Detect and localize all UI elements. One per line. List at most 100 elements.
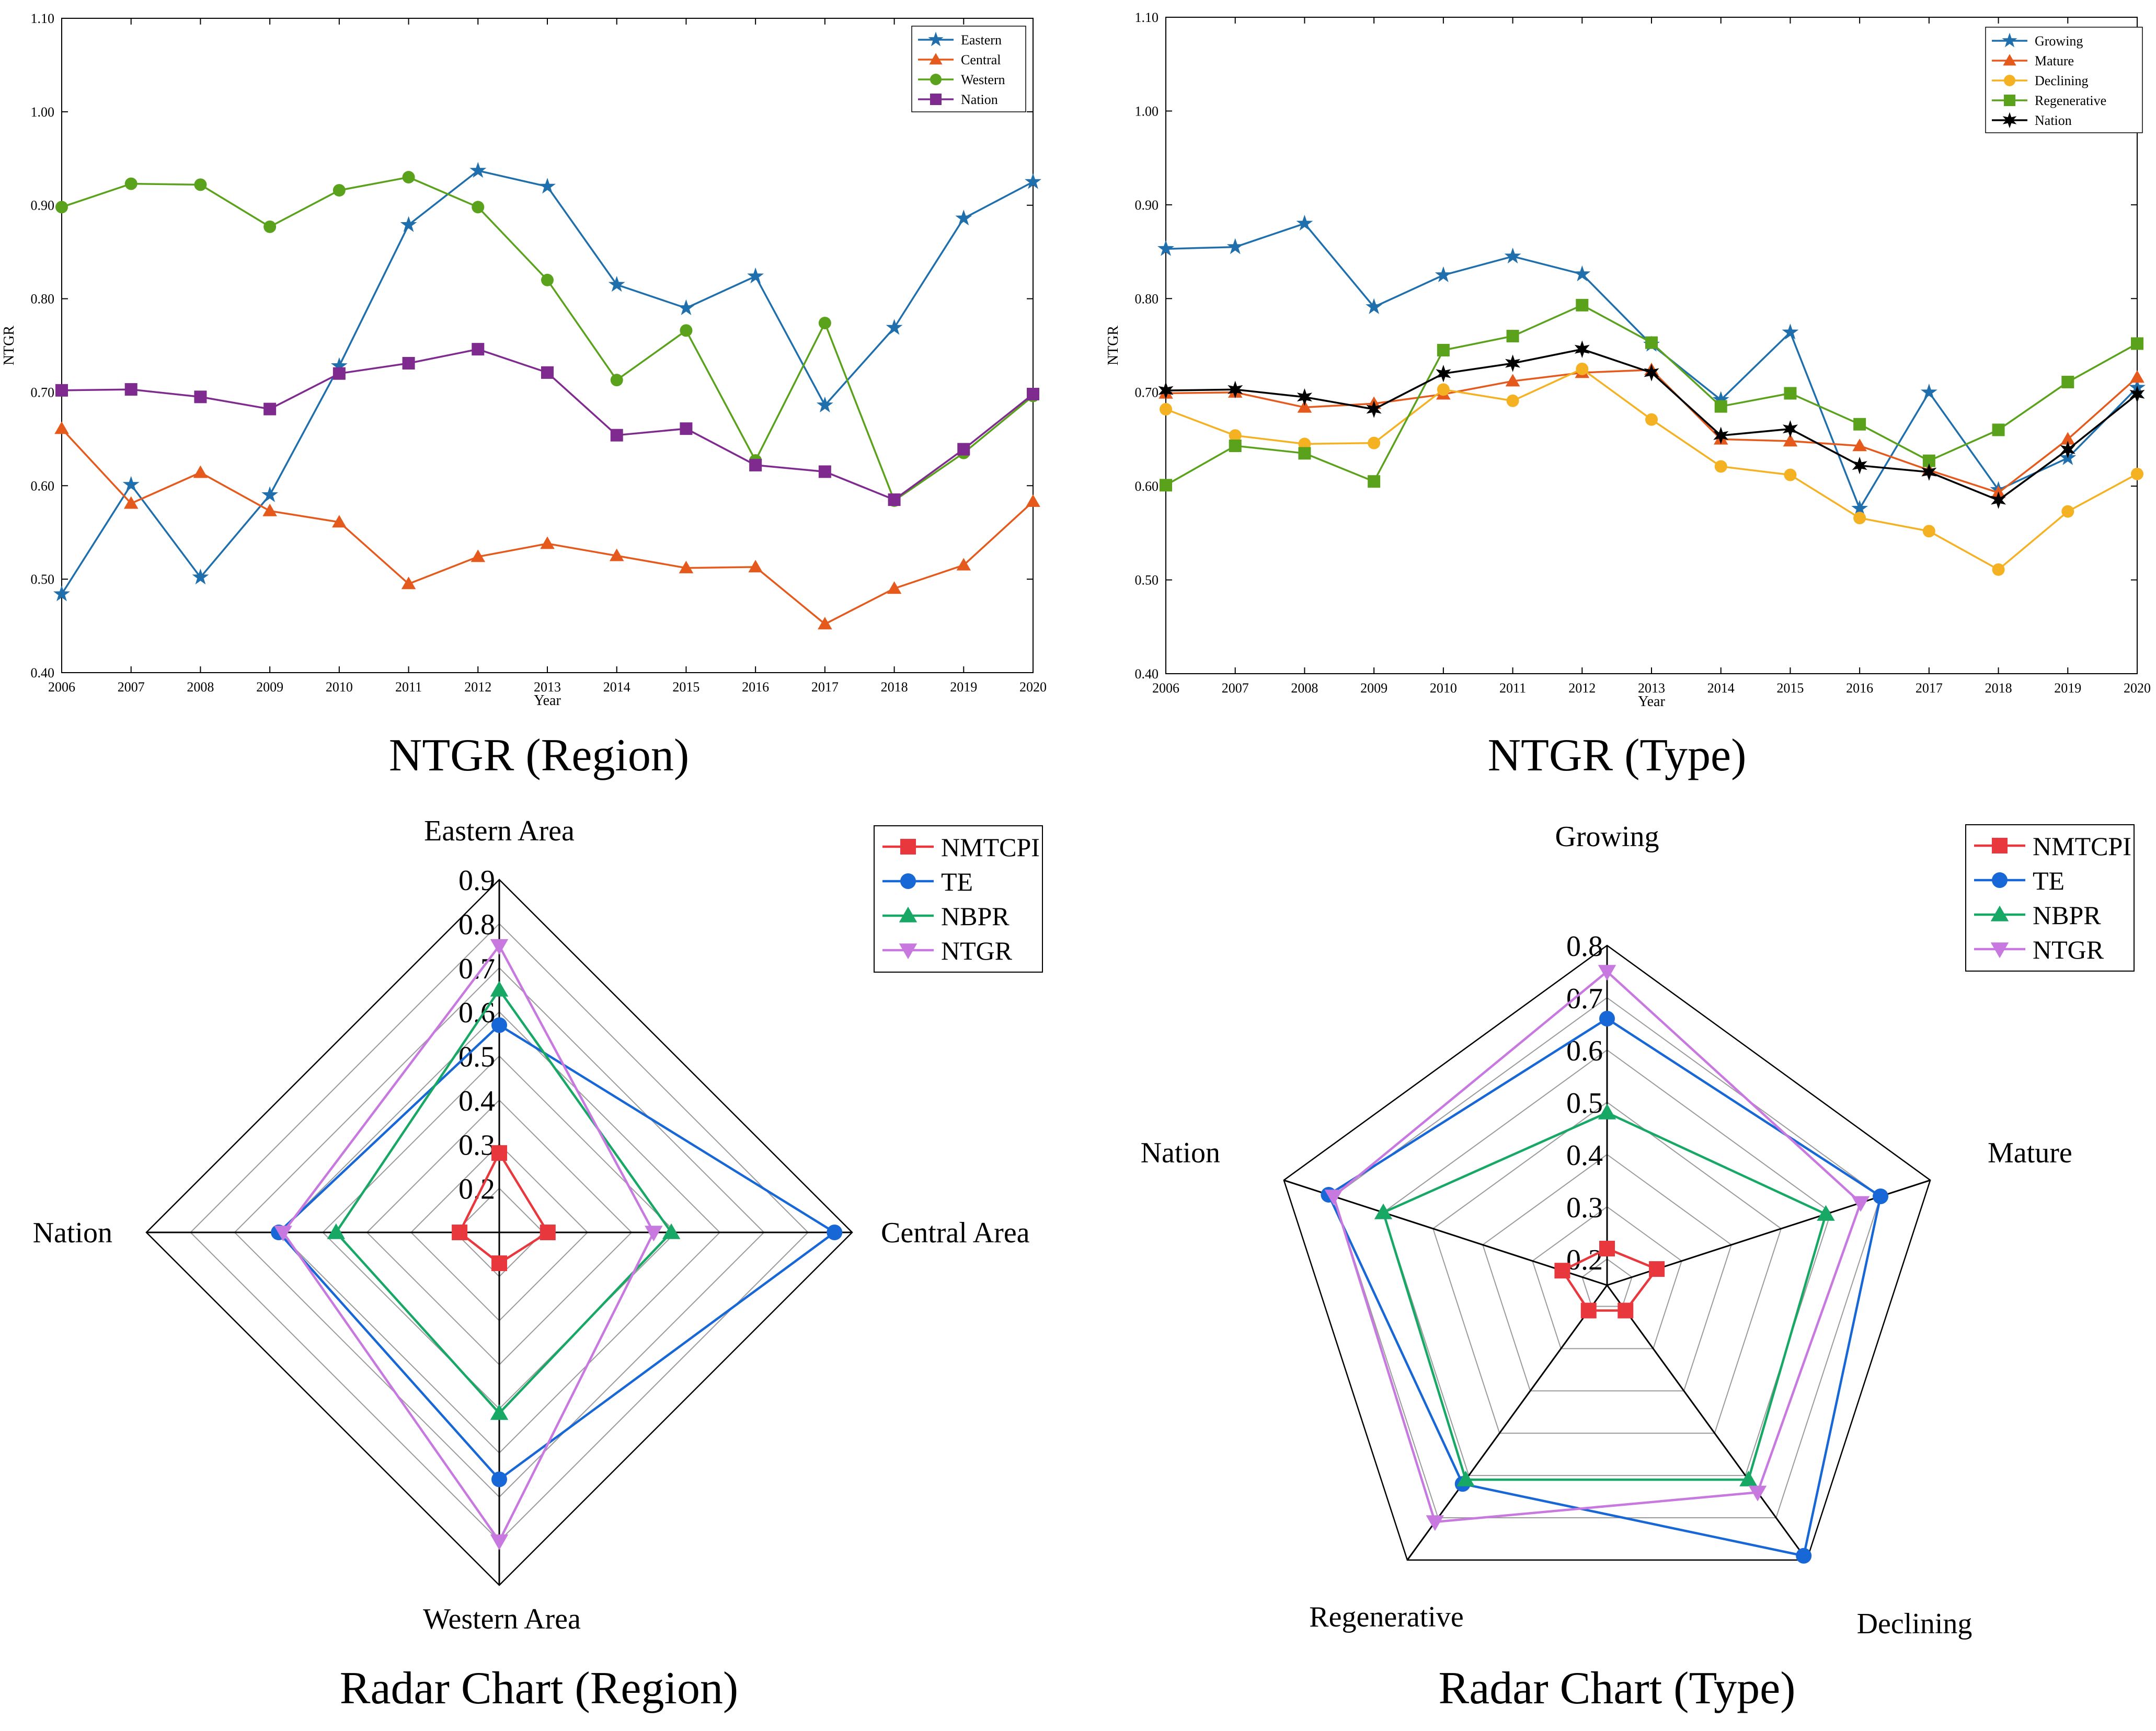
radar-point xyxy=(491,1145,507,1161)
series-nation xyxy=(1158,340,2145,509)
legend-marker xyxy=(2004,95,2015,106)
radar-tick-label: 0.7 xyxy=(1566,983,1603,1015)
data-point xyxy=(1366,298,1383,314)
radar-tick-label: 0.4 xyxy=(458,1085,495,1117)
y-tick-label: 0.80 xyxy=(31,292,55,307)
data-point xyxy=(469,161,487,178)
x-axis-label: Year xyxy=(534,693,561,709)
data-point xyxy=(818,465,831,478)
data-point xyxy=(332,184,346,197)
radar-point xyxy=(491,1017,507,1033)
data-point xyxy=(263,402,277,416)
data-point xyxy=(748,560,763,573)
data-point xyxy=(55,384,68,397)
data-point xyxy=(192,568,209,585)
data-point xyxy=(401,576,416,590)
legend-marker xyxy=(900,839,916,855)
x-tick-label: 2020 xyxy=(1019,679,1047,695)
radar-point xyxy=(452,1225,468,1240)
data-point xyxy=(1645,413,1658,426)
data-point xyxy=(2130,370,2144,383)
data-point xyxy=(2061,375,2074,388)
data-point xyxy=(816,396,833,413)
x-tick-label: 2015 xyxy=(672,679,699,695)
legend-label: Mature xyxy=(2035,53,2074,68)
data-point xyxy=(1505,354,1521,372)
radar-series-line xyxy=(1327,1017,1882,1557)
x-tick-label: 2007 xyxy=(118,679,145,695)
data-point xyxy=(122,476,140,492)
data-point xyxy=(472,343,485,356)
data-point xyxy=(1368,436,1381,449)
series-line-central xyxy=(61,428,1034,626)
data-point xyxy=(1229,429,1242,442)
radar-series-nmtcpi xyxy=(452,1145,556,1272)
chart-radar-type: 0.2 0.3 0.4 0.5 0.6 0.7 0.8 Growing Mature Declin… xyxy=(1078,805,2156,1731)
chart-ntgr-region: 0.40 0.50 0.60 0.70 0.80 0.90 1.00 1.10 2006 2007… xyxy=(0,0,1078,866)
data-point xyxy=(193,465,208,478)
data-point xyxy=(1229,439,1242,452)
legend-marker xyxy=(1992,872,2008,888)
series-line-regenerative xyxy=(1165,304,2138,486)
x-tick-label: 2009 xyxy=(256,679,283,695)
legend-label: TE xyxy=(941,867,973,896)
radar-point xyxy=(1599,1241,1615,1256)
data-point xyxy=(53,585,70,602)
data-point xyxy=(1576,362,1589,375)
series-declining xyxy=(1160,362,2143,576)
legend-marker xyxy=(1990,942,2009,959)
radar-point xyxy=(490,1404,509,1420)
series-line-mature xyxy=(1165,368,2138,494)
data-point xyxy=(54,421,69,434)
radar-series-ntgr xyxy=(1324,965,1870,1531)
data-point xyxy=(1853,512,1866,525)
y-tick-label: 0.50 xyxy=(1135,573,1159,588)
data-point xyxy=(1158,382,1174,399)
radar-point xyxy=(662,1223,681,1239)
data-point xyxy=(1922,525,1935,538)
data-point xyxy=(1160,479,1172,492)
legend-label: Eastern xyxy=(961,32,1002,48)
legend-marker xyxy=(2002,32,2017,48)
data-point xyxy=(2061,505,2074,518)
ntgr-type-plot: 0.40 0.50 0.60 0.70 0.80 0.90 1.00 1.10 2006 2007… xyxy=(1105,10,2151,710)
radar-axis-label: Mature xyxy=(1988,1137,2072,1169)
radar-grid-ring xyxy=(1482,1153,1732,1392)
radar-point xyxy=(827,1225,843,1240)
y-tick-label: 0.60 xyxy=(1135,479,1159,494)
x-tick-label: 2013 xyxy=(534,679,561,695)
data-point xyxy=(263,220,277,233)
x-tick-label: 2008 xyxy=(1291,680,1318,696)
data-point xyxy=(886,319,903,335)
axes: 0.40 0.50 0.60 0.70 0.80 0.90 1.00 1.10 2006 2007… xyxy=(1105,10,2151,710)
legend-marker xyxy=(2003,54,2016,66)
radar-axis-label: Western Area xyxy=(423,1603,581,1635)
y-tick-label: 1.10 xyxy=(31,11,55,26)
radar-grid-ring xyxy=(1581,1258,1633,1307)
data-point xyxy=(124,383,137,396)
data-point xyxy=(2129,385,2145,403)
x-tick-label: 2010 xyxy=(326,679,353,695)
data-point xyxy=(610,374,623,387)
radar-axis-label: Eastern Area xyxy=(424,815,575,847)
data-point xyxy=(1506,330,1519,343)
series-line-western xyxy=(61,176,1034,502)
legend-marker xyxy=(2002,112,2017,129)
data-point xyxy=(194,390,207,403)
data-point xyxy=(1368,475,1381,488)
data-point xyxy=(1574,340,1590,358)
data-point xyxy=(1157,240,1174,256)
y-tick-label: 0.70 xyxy=(31,385,55,400)
legend-label: Nation xyxy=(961,92,998,107)
x-tick-label: 2016 xyxy=(1846,680,1873,696)
radar-series-nmtcpi xyxy=(1554,1241,1665,1319)
radar-outer-ring xyxy=(1283,944,1931,1561)
x-tick-label: 2019 xyxy=(2054,680,2081,696)
legend-label: Western xyxy=(961,72,1005,87)
series-line-eastern xyxy=(61,169,1034,595)
data-point xyxy=(2060,432,2075,445)
data-point xyxy=(1851,500,1868,516)
radar-point xyxy=(1457,1470,1475,1486)
x-tick-label: 2014 xyxy=(1707,680,1735,696)
y-axis-label: NTGR xyxy=(1105,326,1121,366)
